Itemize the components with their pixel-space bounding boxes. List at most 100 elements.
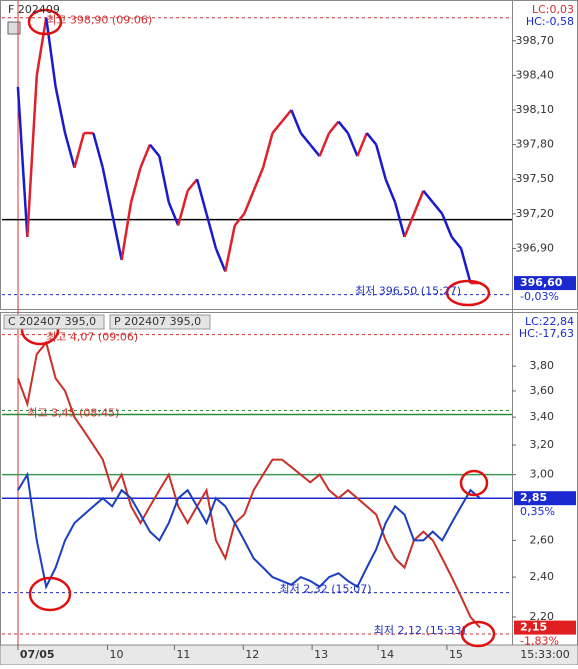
price-segment [299,132,312,146]
panel-frame [0,312,578,646]
time-label: 15:33:00 [520,648,569,661]
highlight-ellipse [459,469,489,497]
last-value-label: 2,85 [520,491,547,504]
price-segment [309,143,321,157]
price-segment [63,132,76,169]
price-segment [459,248,472,284]
last-value-box [514,276,576,291]
price-segment [44,17,57,88]
y-tick-label: 2,20 [530,610,555,623]
price-segment [224,225,237,272]
highlight-ellipse [27,8,63,36]
legend-label: F 202409 [8,3,60,16]
price-segment [450,236,463,250]
price-segment [148,143,161,157]
x-tick-label: 10 [109,648,123,661]
annotation: 최저 2,12 (15:33) [374,624,466,637]
price-segment [35,17,48,76]
highlight-ellipse [28,576,72,612]
last-value-label: 2,15 [520,621,547,634]
price-segment [356,132,368,157]
price-segment [73,132,86,169]
price-segment [403,213,416,238]
change-label: -1,83% [520,635,559,648]
y-tick-label: 3,40 [530,410,555,423]
panel-frame [0,0,578,310]
price-segment [337,120,349,134]
price-segment [422,189,434,204]
last-value-box [514,620,576,635]
price-segment [280,109,293,123]
y-tick-label: 396,90 [516,241,555,254]
price-segment [195,178,208,215]
legend-label: P 202407 395,0 [114,315,201,328]
price-segment [214,247,227,273]
x-tick-label: 07/05 [20,648,55,661]
price-segment [328,120,340,134]
annotation: 최고 4,07 (09:06) [46,331,138,344]
last-value-box [514,491,576,506]
lc-label: LC:0,03 [532,3,574,16]
icon [7,21,21,35]
price-segment [101,167,114,215]
y-tick-label: 3,20 [530,438,555,451]
y-tick-label: 2,40 [530,570,555,583]
legend-box [109,314,211,330]
y-tick-label: 2,60 [530,533,555,546]
y-tick-label: 3,00 [530,468,555,481]
annotation: 최저 396,50 (15:27) [355,285,461,298]
price-segment [243,190,255,215]
x-tick-label: 13 [314,648,328,661]
time-axis [0,644,578,666]
price-segment [252,167,265,192]
y-tick-label: 398,10 [516,103,555,116]
price-segment [393,201,406,238]
price-line [16,340,481,629]
price-segment [384,178,397,203]
change-label: 0,35% [520,505,555,518]
highlights [20,8,496,648]
price-segment [139,144,152,169]
change-label: -0,03% [520,290,559,303]
y-tick-label: 3,60 [530,384,555,397]
price-segment [92,132,104,169]
annotation: 최고 398,90 (09:06) [46,14,152,27]
price-segment [120,202,133,261]
price-segment [158,155,171,203]
annotation: 최고 3,45 (08:45) [27,406,119,419]
price-segment [167,201,180,226]
price-segment [431,201,444,215]
hc-label: HC:-17,63 [519,327,574,340]
price-segment [290,109,302,134]
hc-label: HC:-0,58 [526,15,574,28]
price-segment [205,213,218,249]
y-tick-label: 3,80 [530,359,555,372]
y-tick-label: 398,40 [516,68,555,81]
price-segment [110,213,123,261]
x-tick-label: 12 [245,648,259,661]
price-segment [177,190,189,226]
x-tick-label: 15 [449,648,463,661]
price-segment [54,86,67,134]
highlight-ellipse [460,620,496,648]
lc-label: LC:22,84 [525,315,574,328]
annotation: 최저 2,32 (15:07) [279,583,371,596]
price-segment [375,144,387,180]
price-segment [346,132,359,157]
price-line [17,471,481,590]
price-segment [365,132,378,146]
price-segment [26,75,39,237]
y-tick-label: 397,50 [516,172,555,185]
price-segment [261,132,274,169]
legend-box [3,314,105,330]
x-tick-label: 11 [176,648,190,661]
price-segment [129,167,142,203]
price-segment [441,213,453,238]
price-segment [318,132,331,157]
price-segment [16,86,29,238]
price-segment [412,190,425,215]
price-segment [233,213,246,227]
y-tick-label: 397,80 [516,138,555,151]
price-segment [186,178,199,192]
last-value-label: 396,60 [520,276,563,289]
